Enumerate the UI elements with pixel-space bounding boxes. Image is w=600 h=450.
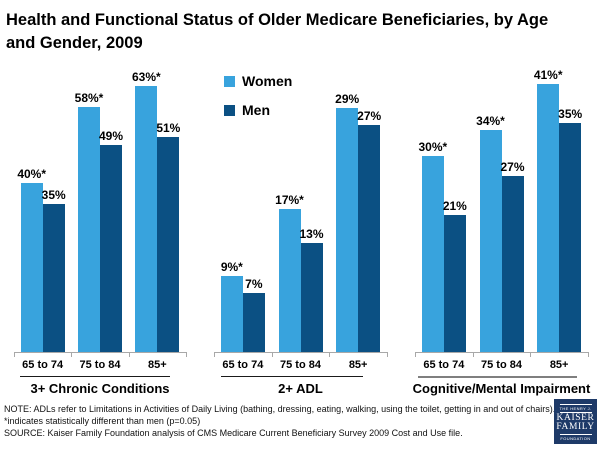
logo-rule [559,411,592,413]
value-label-women: 41%* [533,68,563,82]
age-label-65 to 74: 65 to 74 [423,359,465,371]
men-swatch-icon [224,104,235,116]
axis-tick [415,352,416,357]
note-text: NOTE: ADLs refer to Limitations in Activ… [4,404,556,426]
value-label-men: 27% [500,160,525,174]
bar-women-65 to 74 [20,183,43,352]
bar-women-85+ [135,86,158,352]
bar-women-65 to 74 [421,156,444,352]
value-label-men: 35% [41,188,66,202]
axis-tick [214,352,215,357]
value-label-men: 7% [245,277,263,291]
legend: Women Men [224,73,292,131]
kaiser-family-foundation-logo: THE HENRY J. KAISER FAMILY FOUNDATION [554,399,597,444]
value-label-women: 63%* [131,70,161,84]
age-label-75 to 84: 75 to 84 [79,359,121,371]
axis-tick [588,352,589,357]
bar-women-75 to 84 [78,107,100,352]
axis-tick [387,352,388,357]
x-axis-line [415,352,588,353]
bar-women-85+ [336,108,359,352]
axis-tick [186,352,187,357]
group-label-1: 3+ Chronic Conditions [30,381,170,396]
logo-top-text: THE HENRY J. [559,405,592,411]
chart-title: Health and Functional Status of Older Me… [6,9,596,55]
legend-label-men: Men [242,102,270,118]
axis-tick [271,352,273,357]
bar-men-75 to 84 [501,176,524,352]
source-text: SOURCE: Kaiser Family Foundation analysi… [4,428,463,438]
axis-tick [71,352,73,357]
value-label-men: 51% [156,121,181,135]
value-label-women: 40%* [17,167,46,181]
x-axis-line [214,352,387,353]
age-label-65 to 74: 65 to 74 [22,359,64,371]
legend-item-men: Men [224,102,292,118]
chart-title-line2: and Gender, 2009 [6,34,143,52]
axis-tick [329,352,331,357]
age-label-85+: 85+ [147,359,167,371]
logo-name-line2: FAMILY [556,422,595,432]
value-label-men: 21% [442,199,467,213]
value-label-women: 30%* [418,140,448,154]
bar-men-85+ [358,125,381,352]
bar-men-85+ [559,123,582,352]
bar-women-75 to 84 [278,209,301,352]
axis-tick [128,352,130,357]
axis-tick [472,352,474,357]
bar-women-85+ [537,84,560,352]
women-swatch-icon [224,75,235,87]
value-label-women: 58%* [74,91,104,105]
legend-item-women: Women [224,73,292,89]
x-axis-line [14,352,186,353]
value-label-men: 27% [357,109,382,123]
bar-men-65 to 74 [443,215,466,352]
logo-name-line1: KAISER [556,412,595,423]
value-label-women: 29% [335,92,360,106]
value-label-women: 9%* [220,260,243,274]
chart-title-line1: Health and Functional Status of Older Me… [6,11,549,29]
value-label-men: 49% [98,129,124,143]
footnotes: NOTE: ADLs refer to Limitations in Activ… [4,404,556,441]
bar-men-65 to 74 [42,204,65,352]
logo-rule [559,433,592,435]
age-label-85+: 85+ [348,359,368,371]
bar-men-65 to 74 [242,293,265,352]
bar-men-75 to 84 [300,243,323,352]
group-label-2: 2+ ADL [278,381,323,396]
axis-tick [530,352,532,357]
legend-label-women: Women [242,73,293,89]
value-label-women: 17%* [275,193,304,207]
value-label-men: 35% [558,107,583,121]
logo-bottom-text: FOUNDATION [560,435,591,441]
group-label-3: Cognitive/Mental Impairment [412,381,591,396]
age-label-65 to 74: 65 to 74 [222,359,264,371]
value-label-women: 34%* [476,114,505,128]
value-label-men: 13% [299,227,324,241]
logo-rule [559,403,592,405]
bar-men-75 to 84 [100,145,122,352]
age-label-75 to 84: 75 to 84 [280,359,321,371]
bar-men-85+ [157,137,180,352]
bar-women-75 to 84 [479,130,502,352]
group-underline [221,376,363,377]
group-underline [418,376,577,378]
age-label-85+: 85+ [549,359,569,371]
group-underline [20,376,170,377]
axis-tick [14,352,15,357]
age-label-75 to 84: 75 to 84 [481,359,522,371]
bar-women-65 to 74 [220,276,243,352]
